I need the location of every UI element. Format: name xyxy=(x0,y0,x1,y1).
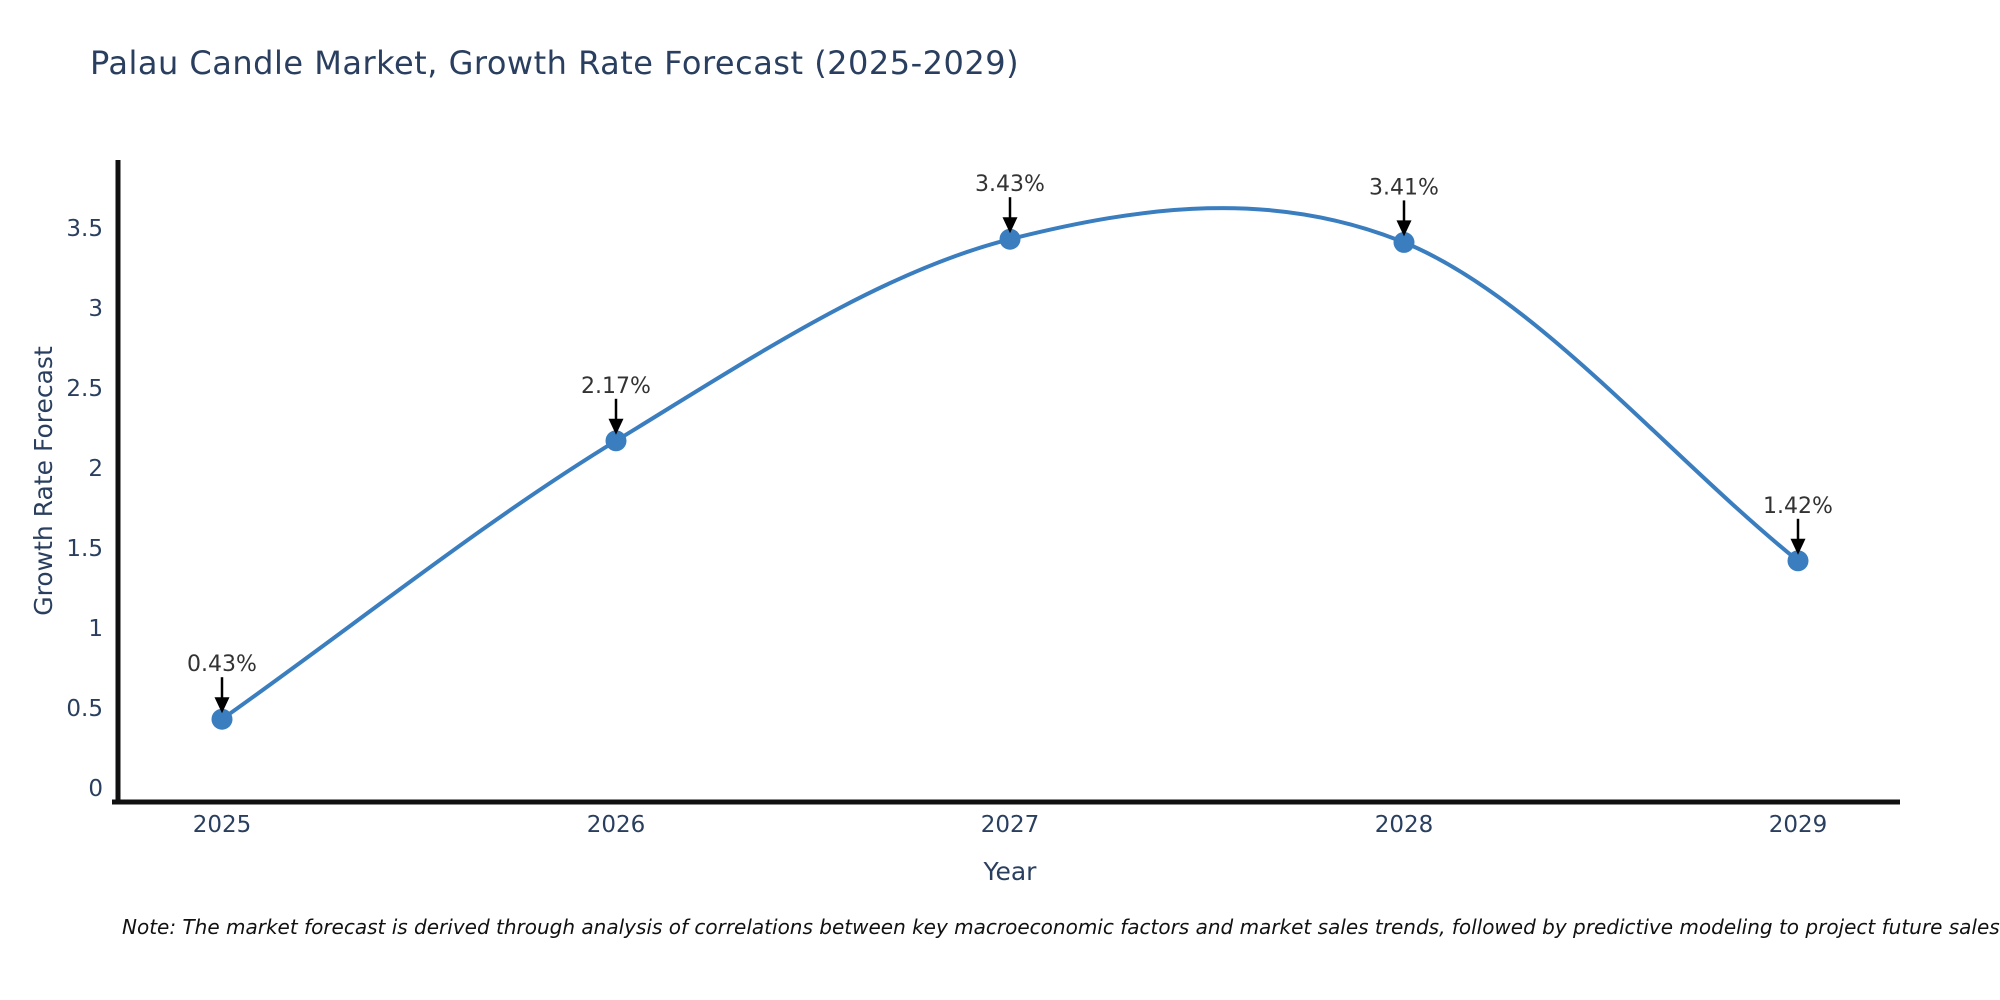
y-tick-label: 1 xyxy=(88,616,103,642)
series-line xyxy=(220,206,1800,721)
annotation-arrowhead-icon xyxy=(608,418,624,435)
chart-title: Palau Candle Market, Growth Rate Forecas… xyxy=(90,44,1020,82)
data-point[interactable] xyxy=(1787,550,1809,572)
x-tick-label: 2027 xyxy=(981,812,1040,838)
annotation-arrowhead-icon xyxy=(1002,217,1018,234)
y-tick-label: 0 xyxy=(88,776,103,802)
annotations: 0.43% 2.17% 3.43% 3.41% 1.42% xyxy=(187,172,1833,714)
data-point[interactable] xyxy=(605,430,627,452)
y-tick-label: 0.5 xyxy=(66,696,103,722)
data-point[interactable] xyxy=(211,708,233,730)
point-label: 0.43% xyxy=(187,652,257,677)
annotation-arrowhead-icon xyxy=(1396,220,1412,237)
y-tick-label: 3.5 xyxy=(66,216,103,242)
x-tick-label: 2026 xyxy=(587,812,646,838)
y-tick-label: 3 xyxy=(88,296,103,322)
point-label: 3.41% xyxy=(1369,175,1439,200)
y-axis-title: Growth Rate Forecast xyxy=(29,346,58,616)
y-tick-label: 2 xyxy=(88,456,103,482)
point-label: 2.17% xyxy=(581,374,651,399)
y-tick-label: 2.5 xyxy=(66,376,103,402)
x-tick-label: 2028 xyxy=(1375,812,1434,838)
annotation-arrowhead-icon xyxy=(214,697,230,714)
x-tick-label: 2025 xyxy=(193,812,252,838)
footnote: Note: The market forecast is derived thr… xyxy=(122,915,2000,939)
data-point[interactable] xyxy=(999,228,1021,250)
x-axis-title: Year xyxy=(983,857,1038,886)
x-axis: 2025 2026 2027 2028 2029 xyxy=(112,799,1900,838)
y-axis: 0 0.5 1 1.5 2 2.5 3 3.5 xyxy=(66,160,121,804)
annotation-arrowhead-icon xyxy=(1790,538,1806,555)
point-label: 3.43% xyxy=(975,172,1045,197)
data-point[interactable] xyxy=(1393,231,1415,253)
point-label: 1.42% xyxy=(1763,494,1833,519)
y-tick-label: 1.5 xyxy=(66,536,103,562)
x-tick-label: 2029 xyxy=(1769,812,1828,838)
data-points xyxy=(211,228,1809,730)
